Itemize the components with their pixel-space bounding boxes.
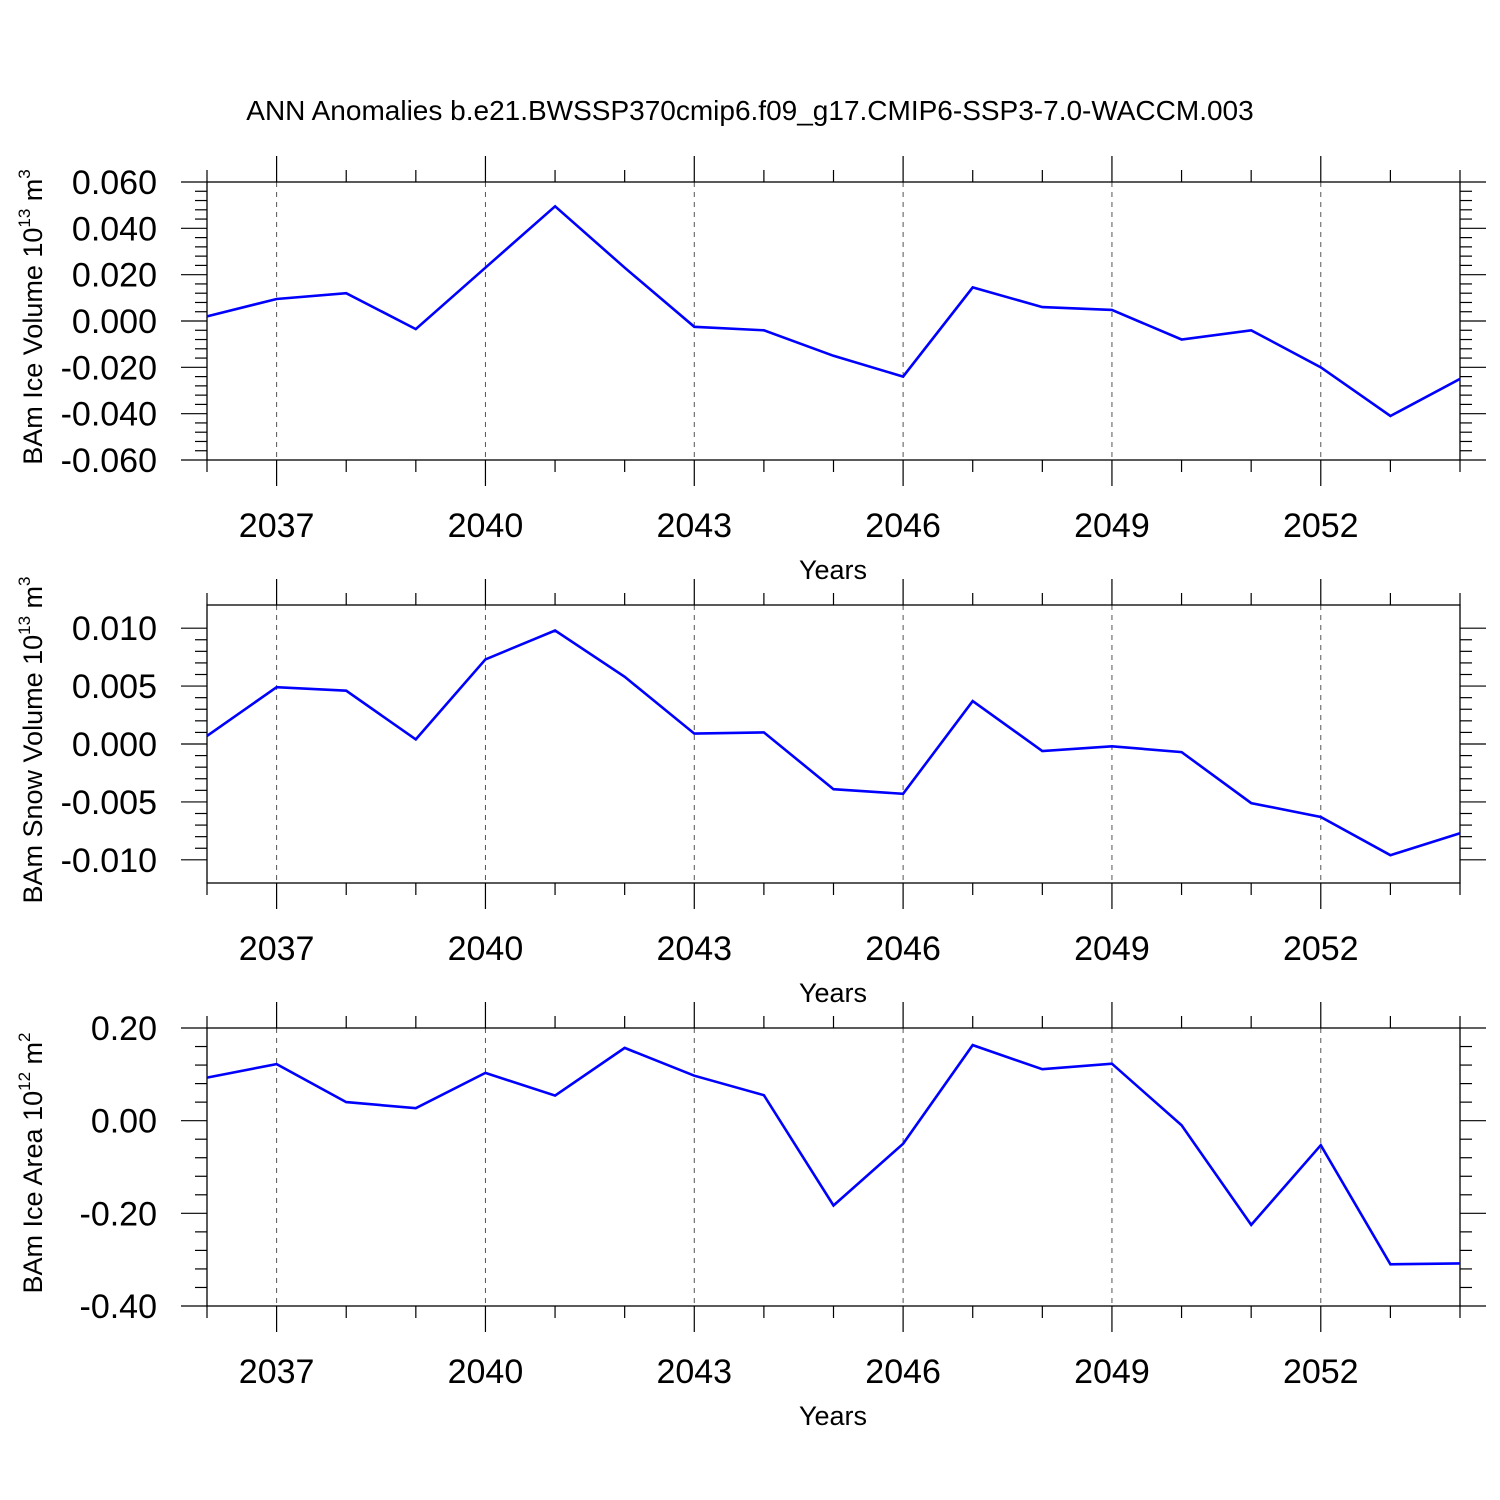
x-tick-label: 2037 [239, 1353, 315, 1391]
series-line-1 [206, 1043, 1461, 1266]
y-tick-label: 0.000 [72, 726, 157, 764]
x-tick-label: 2040 [448, 507, 524, 545]
x-axis-title: Years [799, 978, 867, 1008]
y-axis-title-superscript: 12 [15, 1072, 34, 1091]
x-tick-label: 2043 [656, 1353, 732, 1391]
x-tick-label: 2046 [865, 507, 941, 545]
x-tick-label: 2049 [1074, 1353, 1150, 1391]
y-axis-title-text: m [18, 1042, 48, 1072]
y-axis-title-superscript: 3 [15, 169, 34, 178]
x-tick-label: 2052 [1283, 1353, 1359, 1391]
y-tick-label: -0.005 [61, 784, 157, 822]
y-axis-title-text: BAm Snow Volume 10 [18, 635, 48, 904]
panel-3: 2037 2040 2043 2046 2049 2052 -0.40 -0.20 0.00 0.… [15, 1002, 1486, 1431]
x-tick-label: 2040 [448, 930, 524, 968]
x-tick-label: 2052 [1283, 507, 1359, 545]
y-axis-title: BAm Ice Volume 1013 m3 [15, 169, 48, 465]
y-tick-label: 0.005 [72, 668, 157, 706]
panel-1: 2037 2040 2043 2046 2049 2052 -0.060 -0.040 -0.0… [15, 156, 1486, 585]
y-tick-label: 0.20 [91, 1010, 157, 1048]
y-axis-title-text: BAm Ice Area 10 [18, 1091, 48, 1294]
x-axis-title: Years [799, 1401, 867, 1431]
y-axis-title: BAm Snow Volume 1013 m3 [15, 576, 48, 903]
y-axis-title-text: BAm Ice Volume 10 [18, 228, 48, 465]
x-tick-label: 2043 [656, 507, 732, 545]
plot-frame [206, 1027, 1461, 1307]
y-tick-label: -0.040 [61, 396, 157, 434]
y-axis-title-superscript: 3 [15, 576, 34, 585]
y-tick-label: 0.040 [72, 210, 157, 248]
y-axis-title-text: m [18, 586, 48, 616]
x-tick-label: 2046 [865, 1353, 941, 1391]
y-tick-label: 0.010 [72, 610, 157, 648]
y-tick-label: 0.000 [72, 303, 157, 341]
y-tick-label: 0.020 [72, 257, 157, 295]
y-axis-title-text: m [18, 179, 48, 209]
chart-title: ANN Anomalies b.e21.BWSSP370cmip6.f09_g1… [246, 95, 1253, 126]
x-tick-label: 2049 [1074, 930, 1150, 968]
x-tick-label: 2040 [448, 1353, 524, 1391]
panel-2: 2037 2040 2043 2046 2049 2052 -0.010 -0.005 0.00… [15, 576, 1486, 1008]
panels: 2037 2040 2043 2046 2049 2052 -0.060 -0.040 -0.0… [15, 156, 1486, 1431]
y-tick-label: -0.20 [80, 1195, 158, 1233]
y-tick-label: -0.010 [61, 842, 157, 880]
plot-frame [206, 181, 1461, 461]
x-tick-label: 2043 [656, 930, 732, 968]
series-line-1 [206, 204, 1461, 418]
x-tick-label: 2037 [239, 930, 315, 968]
y-tick-label: -0.020 [61, 349, 157, 387]
y-axis-title-superscript: 2 [15, 1033, 34, 1042]
y-axis-title-superscript: 13 [15, 616, 34, 635]
x-tick-label: 2046 [865, 930, 941, 968]
series-line-1 [206, 629, 1461, 857]
y-tick-label: -0.40 [80, 1288, 158, 1326]
y-tick-label: -0.060 [61, 442, 157, 480]
x-tick-label: 2049 [1074, 507, 1150, 545]
x-tick-label: 2037 [239, 507, 315, 545]
x-tick-label: 2052 [1283, 930, 1359, 968]
x-axis-title: Years [799, 555, 867, 585]
y-axis-title: BAm Ice Area 1012 m2 [15, 1033, 48, 1294]
y-axis-title-superscript: 13 [15, 209, 34, 228]
y-tick-label: 0.00 [91, 1103, 157, 1141]
y-tick-label: 0.060 [72, 164, 157, 202]
plot-frame [206, 604, 1461, 884]
